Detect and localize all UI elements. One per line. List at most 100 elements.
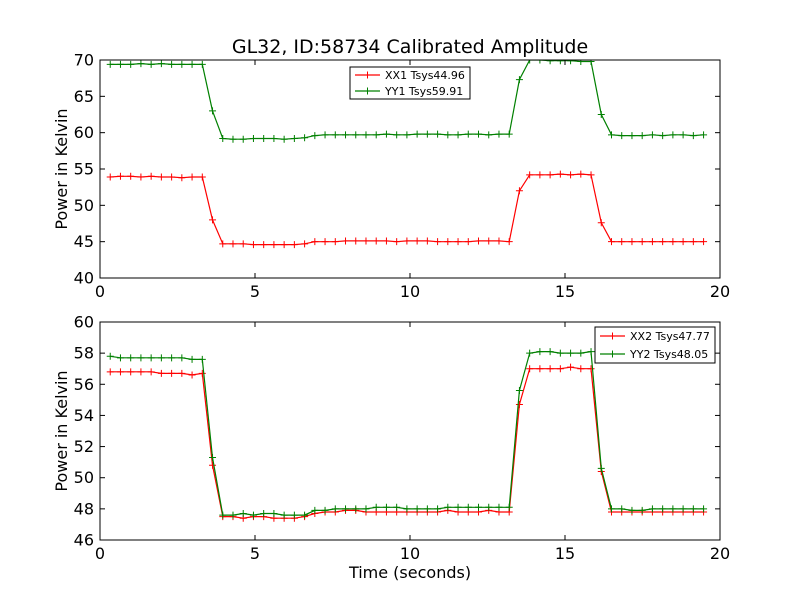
data-point <box>331 131 339 139</box>
data-point <box>229 511 237 519</box>
data-point <box>464 503 472 511</box>
data-point <box>168 354 176 362</box>
data-point <box>434 238 442 246</box>
top-panel: 0 5 10 15 20 40 45 50 55 60 65 70 Power in Kelvin XX1… <box>52 51 730 302</box>
x-axis-label: Time (seconds) <box>348 563 471 582</box>
data-point <box>413 130 421 138</box>
data-point <box>679 505 687 513</box>
data-point <box>311 238 319 246</box>
data-point <box>311 506 319 514</box>
data-point <box>352 237 360 245</box>
data-point <box>679 238 687 246</box>
legend-box <box>594 326 716 364</box>
data-point <box>280 135 288 143</box>
data-point <box>209 107 217 115</box>
data-point <box>321 506 329 514</box>
legend-label: XX1 Tsys44.96 <box>385 69 465 82</box>
y-tick-label: 50 <box>74 468 94 487</box>
legend: XX2 Tsys47.77 YY2 Tsys48.05 <box>594 326 716 364</box>
data-point <box>648 505 656 513</box>
data-point <box>444 131 452 139</box>
data-point <box>362 505 370 513</box>
data-point <box>485 503 493 511</box>
x-tick-label: 15 <box>555 282 575 301</box>
data-point <box>464 238 472 246</box>
data-point <box>249 511 257 519</box>
data-point <box>219 134 227 142</box>
data-point <box>321 238 329 246</box>
data-point <box>229 135 237 143</box>
series-yy <box>106 348 708 519</box>
data-point <box>618 132 626 140</box>
bottom-panel: 0 5 10 15 20 46 48 50 52 54 56 58 60 Power in Kelvin T… <box>52 313 730 583</box>
data-point <box>372 131 380 139</box>
series-xx <box>106 170 708 249</box>
data-point <box>249 241 257 249</box>
y-tick-label: 45 <box>74 232 94 251</box>
data-point <box>147 354 155 362</box>
data-point <box>393 503 401 511</box>
data-point <box>137 173 145 181</box>
data-point <box>546 60 554 65</box>
data-point <box>505 130 513 138</box>
x-tick-label: 20 <box>710 282 730 301</box>
data-point <box>526 365 534 373</box>
data-point <box>168 60 176 68</box>
data-point <box>362 131 370 139</box>
data-point <box>485 131 493 139</box>
data-point <box>239 135 247 143</box>
data-point <box>567 349 575 357</box>
data-point <box>423 237 431 245</box>
data-point <box>352 131 360 139</box>
data-point <box>219 511 227 519</box>
data-point <box>270 241 278 249</box>
data-point <box>526 171 534 179</box>
data-point <box>628 132 636 140</box>
data-point <box>352 505 360 513</box>
y-tick-label: 55 <box>74 160 94 179</box>
y-tick-label: 65 <box>74 87 94 106</box>
legend-marker <box>609 350 616 358</box>
data-point <box>608 131 615 139</box>
data-point <box>209 453 217 461</box>
data-point <box>168 173 176 181</box>
data-point <box>556 365 564 373</box>
y-tick-label: 56 <box>74 375 94 394</box>
data-point <box>638 132 646 140</box>
data-point <box>648 238 656 246</box>
legend-label: XX2 Tsys47.77 <box>630 330 710 343</box>
data-point <box>454 503 462 511</box>
data-point <box>198 60 206 68</box>
data-point <box>270 510 278 518</box>
data-point <box>597 111 605 118</box>
data-point <box>239 510 247 518</box>
data-point <box>301 134 309 142</box>
data-point <box>454 238 462 246</box>
data-point <box>403 131 411 139</box>
data-point <box>280 241 288 249</box>
data-point <box>475 237 483 245</box>
data-point <box>137 368 145 376</box>
data-point <box>331 505 339 513</box>
data-point <box>536 348 544 356</box>
x-tick-label: 5 <box>250 544 260 563</box>
data-point <box>403 237 411 245</box>
y-tick-label: 54 <box>74 406 94 425</box>
legend-label: YY1 Tsys59.91 <box>384 85 463 98</box>
data-point <box>536 365 544 373</box>
x-tick-label: 10 <box>400 282 420 301</box>
data-point <box>106 60 114 68</box>
data-point <box>495 237 503 245</box>
data-point <box>311 132 319 140</box>
data-point <box>198 369 206 377</box>
data-point <box>464 130 472 138</box>
data-point <box>157 60 165 68</box>
data-point <box>290 241 298 249</box>
series-line <box>110 350 704 516</box>
data-point <box>515 401 523 409</box>
data-point <box>219 240 227 248</box>
data-point <box>413 237 421 245</box>
data-point <box>137 60 145 68</box>
data-point <box>178 60 186 68</box>
data-point <box>444 503 452 511</box>
